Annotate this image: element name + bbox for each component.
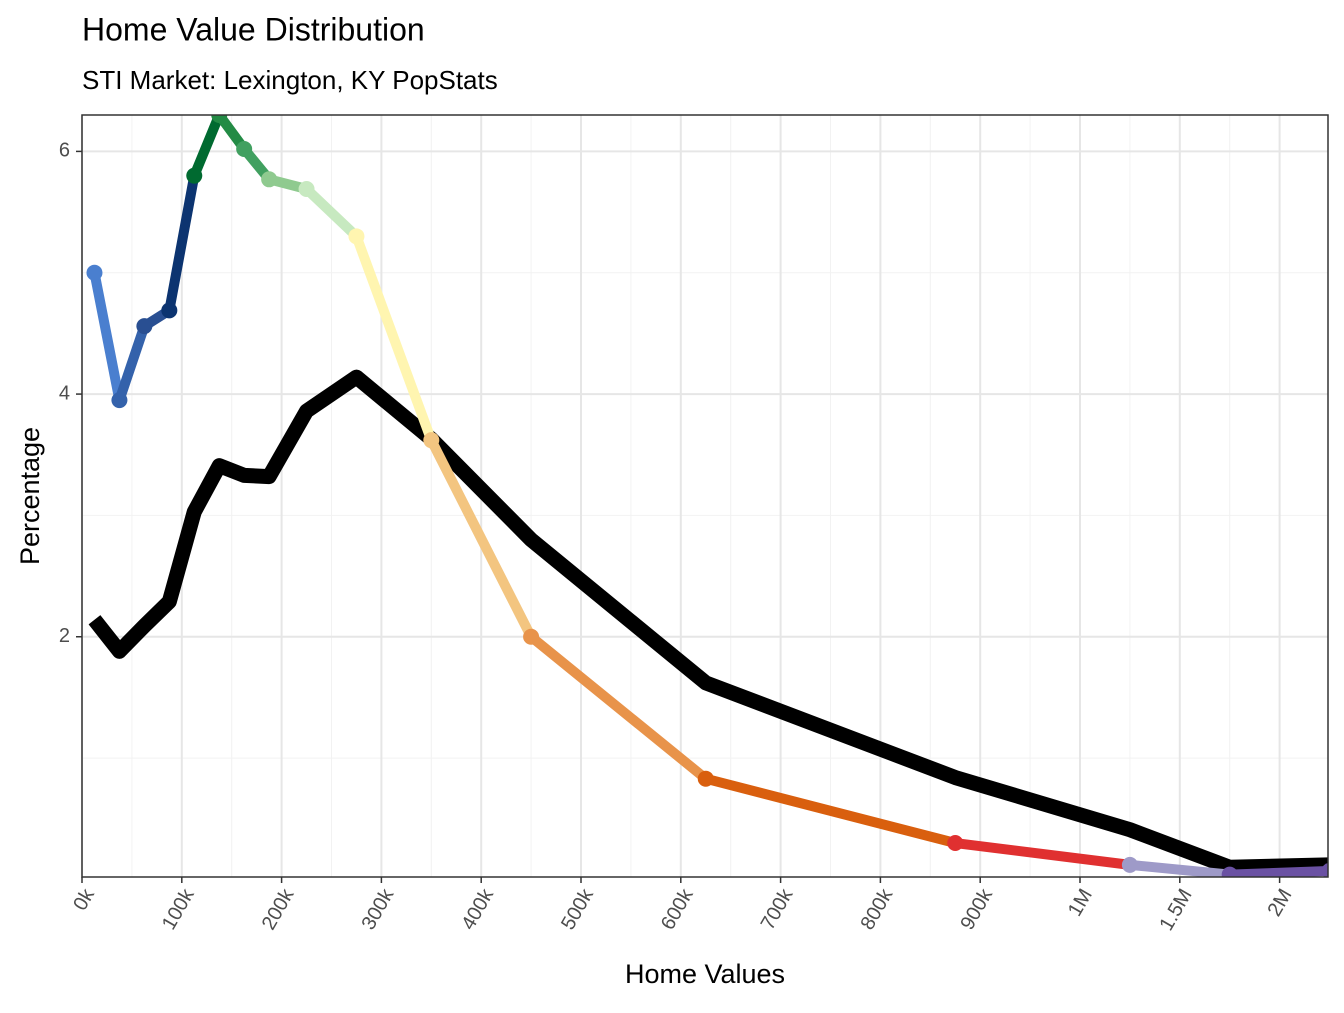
x-tick-label: 100k <box>158 884 199 933</box>
point <box>423 432 440 449</box>
line-segment <box>700 773 961 849</box>
point <box>236 140 253 157</box>
point <box>186 167 203 184</box>
plot-area <box>86 115 1328 877</box>
x-tick-label: 2M <box>1264 885 1297 920</box>
x-tick-label: 200k <box>258 884 299 933</box>
x-tick-label: 700k <box>757 884 798 933</box>
x-tick-label: 0k <box>69 884 99 914</box>
panel-border <box>81 114 1329 878</box>
point <box>136 318 153 335</box>
point <box>111 392 128 409</box>
line-segment <box>351 231 437 446</box>
x-tick-label: 400k <box>457 884 498 933</box>
line-segment <box>526 631 711 784</box>
line-segment <box>950 838 1135 870</box>
line-segment <box>89 267 125 406</box>
point <box>697 770 714 787</box>
y-tick-label: 6 <box>59 140 70 162</box>
point <box>161 302 178 319</box>
line-segment <box>301 184 362 242</box>
x-tick-label: 1M <box>1064 885 1097 920</box>
point <box>1121 856 1138 873</box>
point <box>947 835 964 852</box>
x-tick-label: 300k <box>358 884 399 933</box>
point <box>261 171 278 188</box>
y-tick-label: 4 <box>59 382 70 404</box>
x-axis-title: Home Values <box>625 959 785 989</box>
x-tick-label: 600k <box>657 884 698 933</box>
point <box>86 264 103 281</box>
point <box>1221 866 1238 877</box>
x-tick-label: 900k <box>956 884 997 933</box>
x-tick-label: 1.5M <box>1155 885 1196 935</box>
axes: 0k 100k 200k 300k 400k 500k 600k 700k 800k 900k 1M… <box>59 140 1297 935</box>
point <box>298 181 315 198</box>
line-segment <box>189 115 225 181</box>
chart-subtitle: STI Market: Lexington, KY PopStats <box>82 65 498 95</box>
line-segment <box>1124 859 1235 877</box>
line-segment <box>426 435 537 642</box>
y-axis-title: Percentage <box>15 427 45 565</box>
point <box>523 628 540 645</box>
grid <box>81 115 1328 877</box>
line-segment <box>114 321 150 406</box>
chart-title: Home Value Distribution <box>82 11 425 47</box>
line-segment <box>1224 865 1328 877</box>
point <box>1321 863 1328 877</box>
point <box>348 228 365 245</box>
x-tick-label: 800k <box>857 884 898 933</box>
point <box>211 115 228 123</box>
line-segment <box>164 170 200 316</box>
x-tick-label: 500k <box>557 884 598 933</box>
line <box>88 369 1328 875</box>
y-tick-label: 2 <box>59 625 70 647</box>
